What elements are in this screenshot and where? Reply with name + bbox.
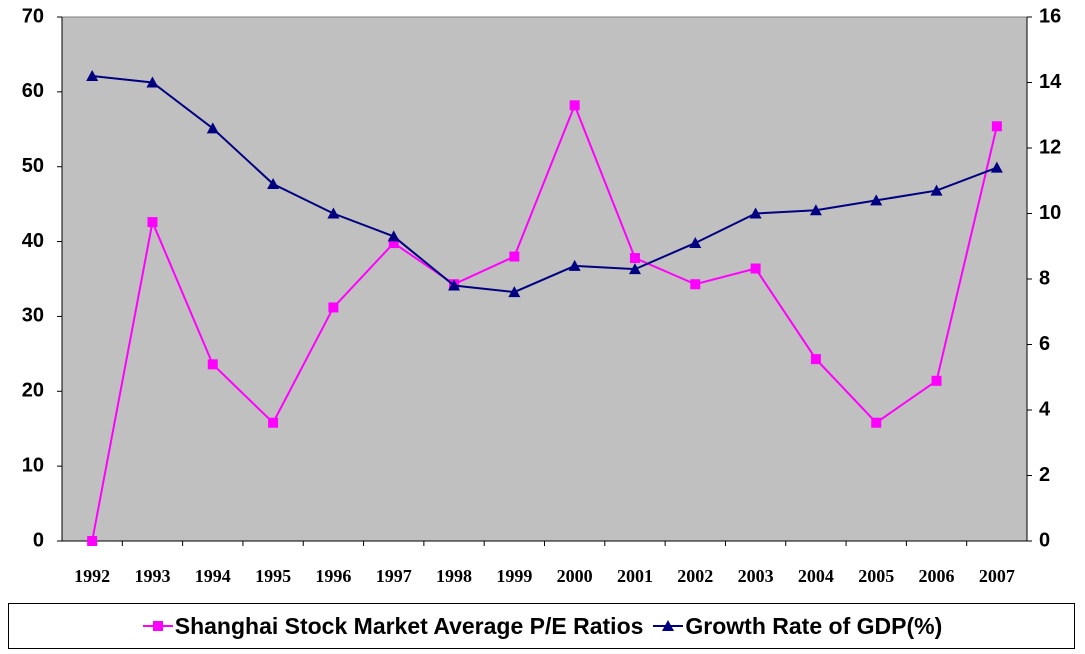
- data-point: [871, 417, 882, 428]
- x-tick-label: 2002: [677, 566, 713, 586]
- y-tick-label: 50: [22, 155, 44, 177]
- x-tick-label: 1994: [195, 566, 231, 586]
- y2-tick-label: 0: [1039, 529, 1050, 551]
- data-point: [628, 263, 641, 275]
- data-point: [508, 286, 521, 298]
- y-tick-label: 70: [22, 5, 44, 27]
- data-point: [749, 207, 762, 219]
- x-tick-label: 1998: [436, 566, 472, 586]
- legend-label: Shanghai Stock Market Average P/E Ratios: [174, 612, 644, 639]
- data-point: [870, 194, 883, 206]
- data-point: [328, 302, 339, 313]
- legend: Shanghai Stock Market Average P/E Ratios…: [8, 603, 1075, 649]
- data-point: [569, 100, 580, 111]
- x-tick-label: 2003: [738, 566, 774, 586]
- y2-tick-label: 4: [1039, 398, 1051, 420]
- data-point: [810, 354, 821, 365]
- y-tick-label: 40: [22, 230, 44, 252]
- data-point: [147, 217, 158, 228]
- x-tick-label: 1992: [74, 566, 110, 586]
- marker: [152, 621, 163, 631]
- y2-tick-label: 12: [1039, 136, 1061, 158]
- legend-entry: Shanghai Stock Market Average P/E Ratios: [141, 612, 644, 640]
- data-point: [509, 251, 520, 262]
- x-tick-label: 1993: [134, 566, 170, 586]
- y2-tick-label: 6: [1039, 333, 1050, 355]
- legend-entry: Growth Rate of GDP(%): [651, 613, 942, 640]
- y2-tick-label: 2: [1039, 464, 1050, 486]
- x-tick-label: 1996: [315, 566, 351, 586]
- data-point: [206, 122, 219, 134]
- x-tick-label: 2000: [557, 566, 593, 586]
- x-tick-label: 2007: [979, 566, 1015, 586]
- y2-tick-label: 8: [1039, 267, 1050, 289]
- y-tick-label: 10: [22, 454, 44, 476]
- x-tick-label: 2006: [919, 566, 955, 586]
- x-tick-label: 2004: [798, 566, 834, 586]
- data-point: [267, 178, 280, 190]
- y-tick-label: 60: [22, 80, 44, 102]
- legend-label: Growth Rate of GDP(%): [685, 612, 943, 639]
- legend-swatch: [142, 621, 173, 631]
- data-point: [87, 536, 98, 546]
- x-tick-label: 2001: [617, 566, 653, 586]
- data-point: [327, 207, 340, 219]
- data-point: [690, 279, 701, 290]
- data-point: [629, 253, 640, 264]
- data-point: [86, 69, 99, 81]
- data-point: [809, 204, 822, 216]
- series-line: [91, 102, 998, 542]
- x-tick-label: 1995: [255, 566, 291, 586]
- series-line: [92, 74, 998, 294]
- y2-tick-label: 10: [1039, 202, 1061, 224]
- y-tick-label: 0: [33, 529, 44, 551]
- chart: 0 10 20 30 40 50 60 70 0 2 4 6 8 10 12 14 16 1992 1993 1994…: [22, 5, 1062, 586]
- y2-tick-label: 14: [1039, 71, 1062, 93]
- data-point: [387, 230, 400, 242]
- y2-tick-label: 16: [1039, 5, 1061, 27]
- data-point: [268, 417, 279, 428]
- data-point: [990, 161, 1003, 173]
- data-point: [750, 263, 761, 274]
- data-point: [146, 76, 159, 88]
- y-tick-label: 30: [22, 305, 44, 327]
- data-point: [568, 259, 581, 271]
- data-point: [991, 121, 1002, 132]
- data-point: [689, 236, 702, 248]
- data-point: [931, 375, 942, 386]
- data-point: [388, 238, 399, 249]
- data-point: [930, 184, 943, 196]
- y-tick-label: 20: [22, 380, 44, 402]
- marker: [662, 620, 675, 631]
- legend-swatch: [653, 620, 684, 631]
- x-tick-label: 1997: [376, 566, 412, 586]
- data-point: [207, 359, 218, 370]
- x-tick-label: 2005: [858, 566, 894, 586]
- data-point: [448, 279, 461, 291]
- x-tick-label: 1999: [496, 566, 532, 586]
